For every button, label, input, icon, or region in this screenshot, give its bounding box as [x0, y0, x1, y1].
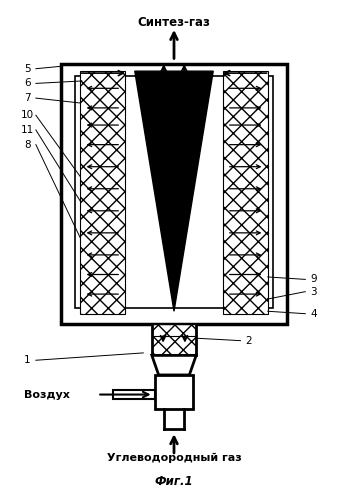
Text: Фиг.1: Фиг.1: [155, 475, 193, 488]
Bar: [152, 324, 196, 343]
Text: 7: 7: [24, 93, 31, 103]
Bar: [223, 71, 268, 314]
Text: 5: 5: [24, 64, 31, 74]
Text: Воздух: Воздух: [24, 390, 70, 400]
Text: 11: 11: [21, 125, 34, 135]
Text: Синтез-газ: Синтез-газ: [137, 16, 211, 28]
Bar: [80, 71, 125, 314]
Text: 6: 6: [24, 78, 31, 88]
Text: 9: 9: [310, 274, 317, 284]
Text: 8: 8: [24, 140, 31, 149]
Polygon shape: [135, 71, 213, 311]
Text: Углеводородный газ: Углеводородный газ: [106, 453, 242, 464]
Polygon shape: [152, 356, 196, 375]
Bar: [152, 336, 196, 355]
Text: 4: 4: [310, 308, 317, 318]
Bar: [75, 76, 273, 308]
Bar: [62, 64, 286, 324]
Text: 1: 1: [24, 355, 31, 365]
Bar: [113, 390, 155, 400]
Text: 3: 3: [310, 286, 317, 296]
Text: 2: 2: [246, 336, 252, 345]
Bar: [155, 375, 193, 409]
Text: 10: 10: [21, 110, 34, 120]
